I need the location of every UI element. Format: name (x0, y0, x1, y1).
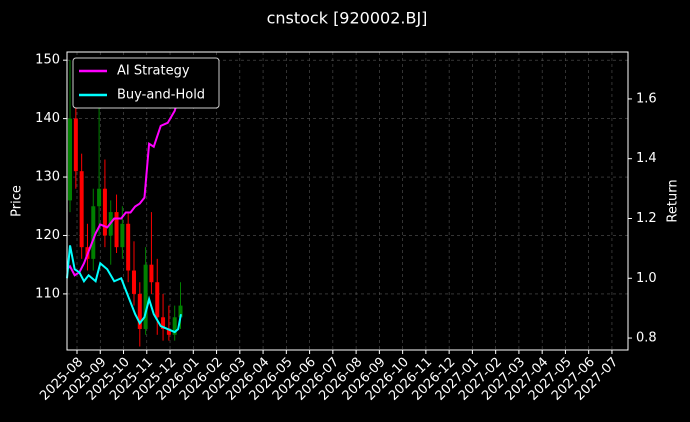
candle-body (131, 270, 136, 294)
candle-body (97, 188, 102, 207)
candle-body (149, 264, 154, 283)
y-tick-label: 130 (35, 170, 60, 185)
legend-box (72, 57, 220, 109)
y2-tick-label: 1.4 (636, 151, 657, 166)
series-line (66, 92, 182, 277)
series-line (66, 245, 182, 334)
candle-body (126, 223, 131, 271)
candle-body (102, 188, 107, 236)
candle-body (166, 328, 171, 335)
candle-body (91, 206, 96, 259)
candle-body (155, 282, 160, 318)
candle-body (120, 223, 125, 248)
y2-tick-label: 1.0 (636, 271, 657, 286)
candle-body (73, 118, 78, 172)
y-tick-label: 150 (35, 53, 60, 68)
chart-title: cnstock [920002.BJ] (267, 9, 428, 28)
y-axis-label: Price (10, 185, 25, 217)
y2-tick-label: 1.2 (636, 211, 657, 226)
legend-label: Buy-and-Hold (117, 88, 205, 103)
candle-body (143, 264, 148, 329)
y2-tick-label: 1.6 (636, 91, 657, 106)
plot-frame (66, 51, 629, 351)
candle-body (137, 293, 142, 329)
legend-label: AI Strategy (117, 64, 190, 79)
y-tick-label: 140 (35, 111, 60, 126)
candle-body (79, 171, 84, 248)
y2-tick-label: 0.8 (636, 331, 657, 346)
candle-body (178, 305, 183, 318)
y-tick-label: 110 (35, 286, 60, 301)
y2-axis-label: Return (666, 179, 681, 222)
candle-body (68, 118, 73, 201)
candle-body (161, 317, 166, 329)
candle-body (114, 212, 119, 248)
y-tick-label: 120 (35, 228, 60, 243)
candle-body (172, 317, 177, 335)
